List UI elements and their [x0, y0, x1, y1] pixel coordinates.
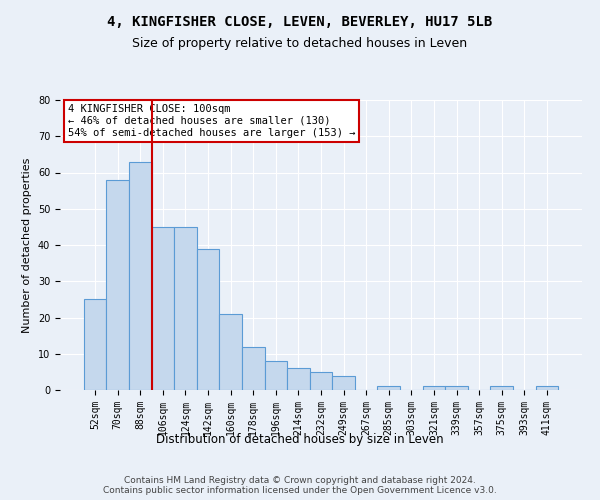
Bar [242, 346, 265, 390]
Text: Contains HM Land Registry data © Crown copyright and database right 2024.
Contai: Contains HM Land Registry data © Crown c… [103, 476, 497, 495]
Y-axis label: Number of detached properties: Number of detached properties [22, 158, 32, 332]
Bar [152, 227, 174, 390]
Bar [174, 227, 197, 390]
Bar [220, 314, 242, 390]
Text: Distribution of detached houses by size in Leven: Distribution of detached houses by size … [156, 432, 444, 446]
Bar [445, 386, 468, 390]
Bar [129, 162, 152, 390]
Text: 4 KINGFISHER CLOSE: 100sqm
← 46% of detached houses are smaller (130)
54% of sem: 4 KINGFISHER CLOSE: 100sqm ← 46% of deta… [68, 104, 355, 138]
Bar [490, 386, 513, 390]
Bar [197, 248, 220, 390]
Bar [377, 386, 400, 390]
Bar [422, 386, 445, 390]
Bar [265, 361, 287, 390]
Bar [332, 376, 355, 390]
Bar [106, 180, 129, 390]
Bar [84, 300, 106, 390]
Text: Size of property relative to detached houses in Leven: Size of property relative to detached ho… [133, 38, 467, 51]
Bar [310, 372, 332, 390]
Text: 4, KINGFISHER CLOSE, LEVEN, BEVERLEY, HU17 5LB: 4, KINGFISHER CLOSE, LEVEN, BEVERLEY, HU… [107, 15, 493, 29]
Bar [536, 386, 558, 390]
Bar [287, 368, 310, 390]
